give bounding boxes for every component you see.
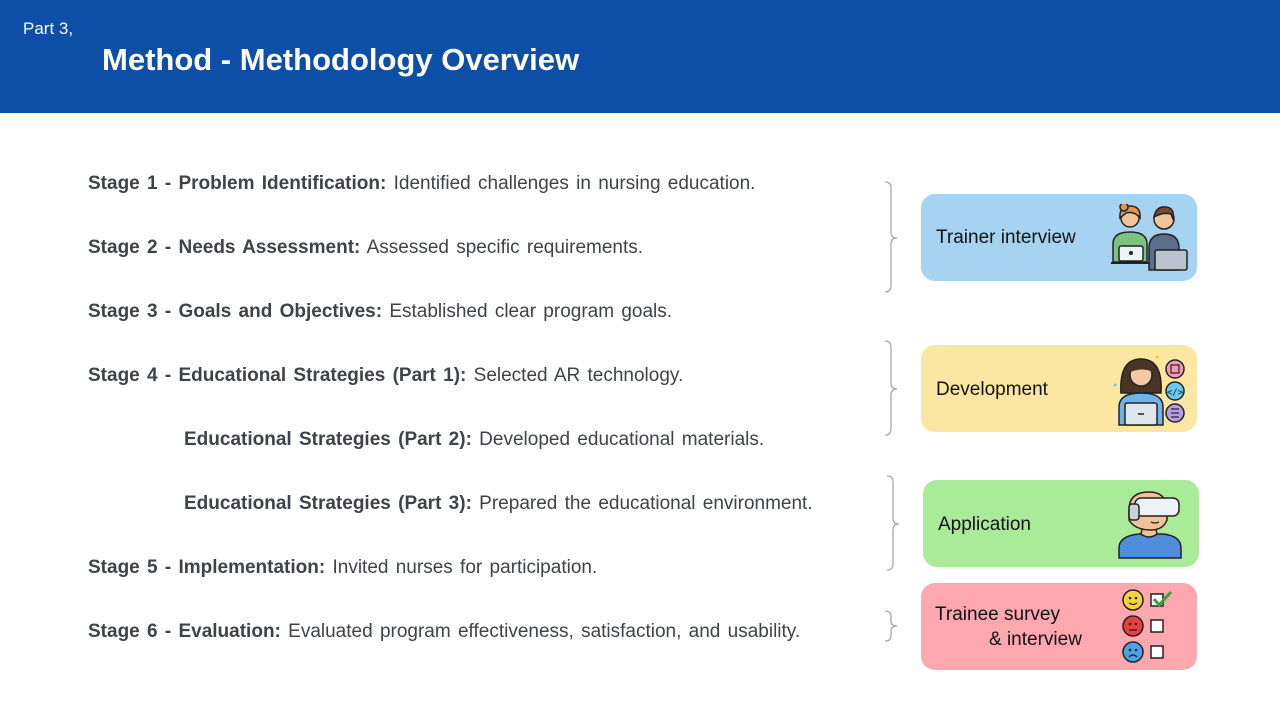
stage-desc: Identified challenges in nursing educati…	[386, 173, 756, 194]
stage-4-part-3: Educational Strategies (Part 3): Prepare…	[184, 493, 813, 515]
bracket-application	[886, 475, 900, 571]
development-box: Development </>	[921, 345, 1197, 432]
stage-desc: Established clear program goals.	[382, 301, 673, 322]
development-label: Development	[936, 379, 1048, 400]
trainee-survey-label-line1: Trainee survey	[935, 604, 1060, 625]
stage-label: Stage 3 - Goals and Objectives:	[88, 301, 383, 322]
part-label: Part 3,	[23, 19, 74, 38]
stage-label: Stage 5 - Implementation:	[88, 557, 326, 578]
survey-icon	[1122, 589, 1173, 663]
bracket-trainee-survey	[884, 610, 898, 642]
stage-label: Stage 6 - Evaluation:	[88, 621, 281, 642]
developer-icon: </>	[1113, 355, 1185, 426]
stage-desc: Selected AR technology.	[466, 365, 684, 386]
page-title: Method - Methodology Overview	[102, 42, 580, 77]
stage-3: Stage 3 - Goals and Objectives: Establis…	[88, 301, 672, 323]
stage-5: Stage 5 - Implementation: Invited nurses…	[88, 557, 597, 579]
vr-headset-icon	[1118, 491, 1182, 559]
stage-6: Stage 6 - Evaluation: Evaluated program …	[88, 621, 800, 643]
header-bar: Part 3, Method - Methodology Overview	[0, 0, 1280, 113]
stage-4-part-2: Educational Strategies (Part 2): Develop…	[184, 429, 764, 451]
stage-desc: Invited nurses for participation.	[325, 557, 598, 578]
stage-desc: Prepared the educational environment.	[471, 493, 813, 514]
stage-label: Stage 1 - Problem Identification:	[88, 173, 387, 194]
application-label: Application	[938, 514, 1031, 535]
trainer-interview-label: Trainer interview	[936, 227, 1076, 248]
stage-label: Educational Strategies (Part 3):	[184, 493, 472, 514]
stage-label: Stage 4 - Educational Strategies (Part 1…	[88, 365, 467, 386]
stage-4-part-1: Stage 4 - Educational Strategies (Part 1…	[88, 365, 683, 387]
stage-desc: Evaluated program effectiveness, satisfa…	[280, 621, 801, 642]
bracket-trainer-interview	[884, 181, 898, 293]
application-box: Application	[923, 480, 1199, 567]
stage-1: Stage 1 - Problem Identification: Identi…	[88, 173, 755, 195]
trainee-survey-label-line2: & interview	[989, 629, 1082, 650]
bracket-development	[884, 340, 898, 436]
stage-desc: Assessed specific requirements.	[360, 237, 644, 258]
interview-icon	[1111, 204, 1188, 271]
trainer-interview-box: Trainer interview	[921, 194, 1197, 281]
svg-text:</>: </>	[1167, 388, 1184, 398]
stage-desc: Developed educational materials.	[471, 429, 765, 450]
trainee-survey-box: Trainee survey & interview	[921, 583, 1197, 670]
stage-2: Stage 2 - Needs Assessment: Assessed spe…	[88, 237, 643, 259]
stage-label: Educational Strategies (Part 2):	[184, 429, 472, 450]
stage-label: Stage 2 - Needs Assessment:	[88, 237, 361, 258]
